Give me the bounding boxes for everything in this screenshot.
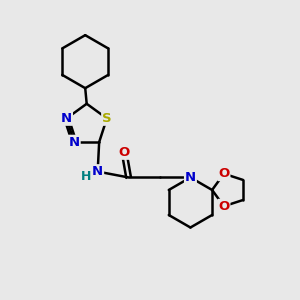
Text: O: O (218, 167, 230, 180)
Text: S: S (102, 112, 112, 125)
Text: N: N (185, 171, 196, 184)
Text: H: H (81, 170, 92, 183)
Text: O: O (218, 200, 230, 213)
Text: N: N (69, 136, 80, 148)
Text: N: N (61, 112, 72, 125)
Text: O: O (118, 146, 130, 159)
Text: N: N (92, 165, 103, 178)
